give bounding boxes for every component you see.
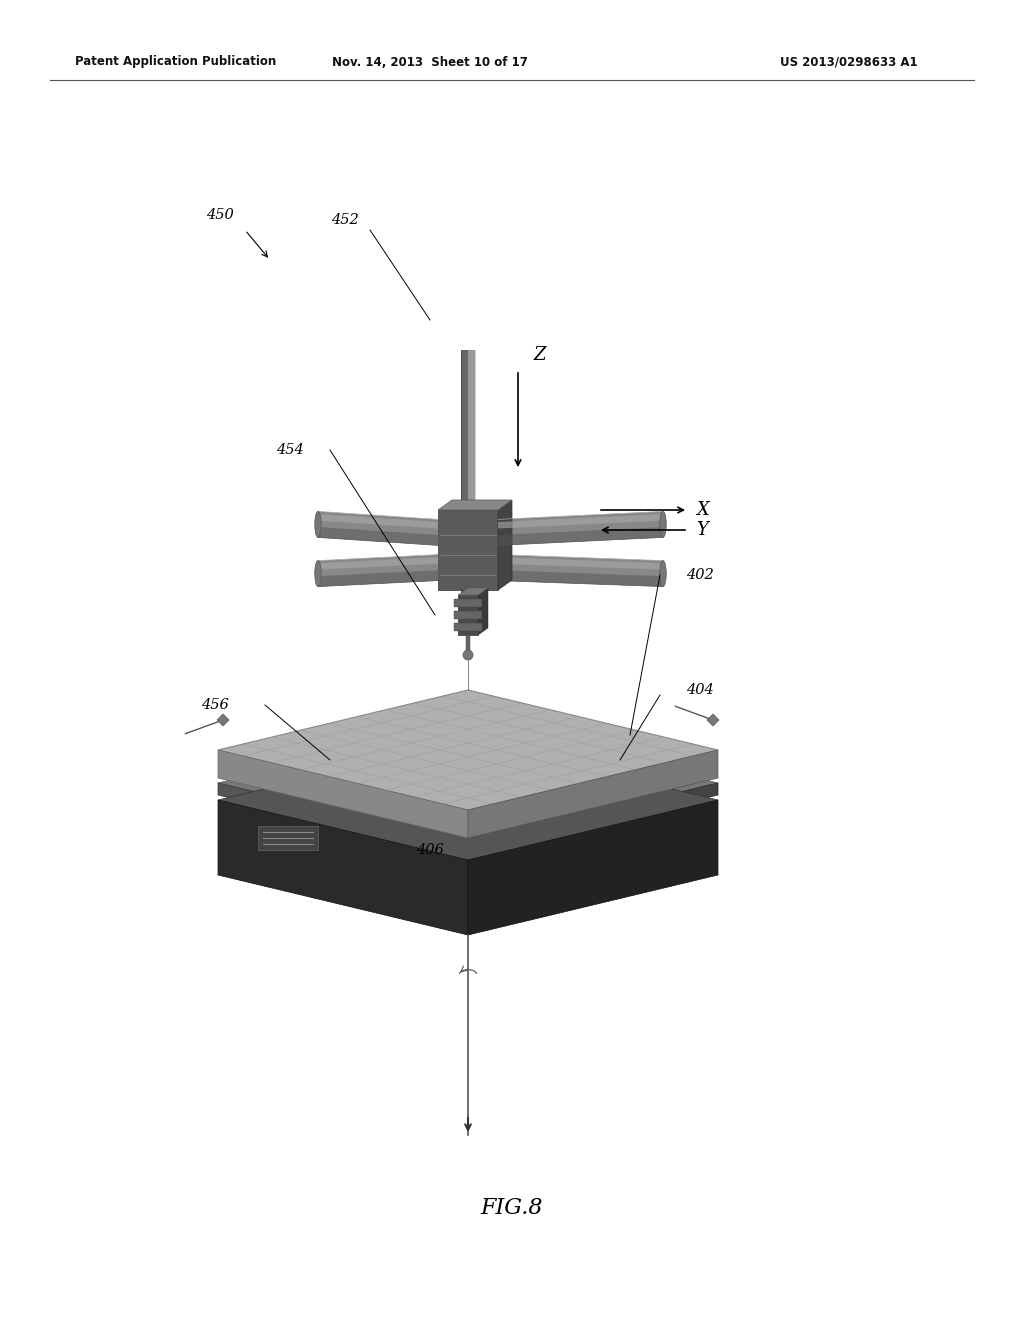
Text: Z: Z [534,346,546,364]
Text: 406: 406 [416,843,443,857]
Polygon shape [498,570,663,586]
Polygon shape [468,783,718,855]
Polygon shape [468,800,718,935]
Polygon shape [498,513,663,528]
Polygon shape [318,554,438,586]
Text: 402: 402 [686,568,714,582]
Ellipse shape [659,511,667,537]
Polygon shape [218,800,468,935]
Polygon shape [318,527,438,545]
Text: Patent Application Publication: Patent Application Publication [75,55,276,69]
Polygon shape [218,723,718,843]
Polygon shape [461,350,468,510]
Polygon shape [466,635,470,649]
Polygon shape [217,714,229,726]
Polygon shape [318,511,438,545]
Polygon shape [498,511,663,545]
Text: FIG.8: FIG.8 [480,1197,544,1218]
Ellipse shape [314,561,322,586]
Text: 404: 404 [686,682,714,697]
Polygon shape [438,510,498,590]
Text: Y: Y [696,521,708,539]
Polygon shape [258,825,318,850]
Polygon shape [318,570,438,586]
Text: 450: 450 [206,209,233,222]
Ellipse shape [659,561,667,586]
Ellipse shape [463,649,473,660]
Polygon shape [461,590,468,595]
Polygon shape [458,595,478,635]
Polygon shape [498,554,663,586]
Polygon shape [458,587,488,595]
Polygon shape [707,714,719,726]
Polygon shape [318,557,438,570]
Ellipse shape [314,511,322,537]
Polygon shape [468,750,718,838]
Polygon shape [454,599,482,607]
Polygon shape [218,750,468,838]
Polygon shape [498,557,663,570]
Polygon shape [218,690,718,810]
Text: X: X [696,502,709,519]
Text: 454: 454 [276,444,304,457]
Polygon shape [468,590,475,595]
Polygon shape [454,611,482,619]
Polygon shape [468,350,475,510]
Text: US 2013/0298633 A1: US 2013/0298633 A1 [780,55,918,69]
Polygon shape [438,500,512,510]
Polygon shape [498,500,512,590]
Polygon shape [454,623,482,631]
Polygon shape [478,587,488,635]
Text: Nov. 14, 2013  Sheet 10 of 17: Nov. 14, 2013 Sheet 10 of 17 [332,55,528,69]
Polygon shape [218,783,468,855]
Text: 456: 456 [201,698,229,711]
Polygon shape [318,513,438,528]
Polygon shape [498,527,663,545]
Polygon shape [218,741,718,861]
Text: 452: 452 [331,213,358,227]
